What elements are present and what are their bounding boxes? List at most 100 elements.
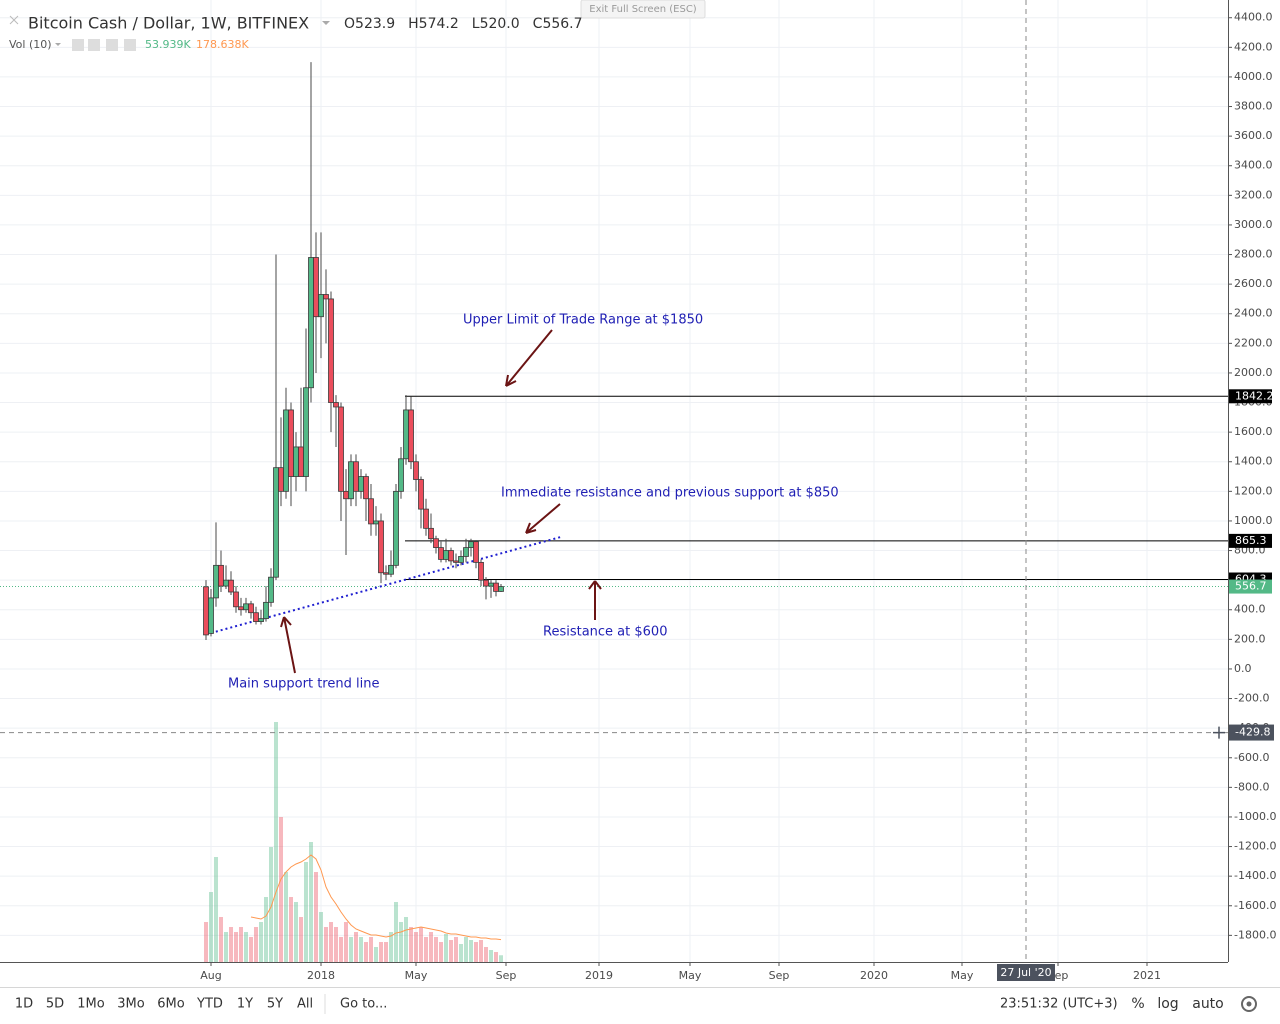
candle-body (493, 582, 499, 592)
vol-dropdown[interactable] (55, 43, 61, 46)
range-button[interactable]: All (297, 997, 313, 1012)
x-tick-label: May (951, 969, 974, 982)
clock: 23:51:32 (UTC+3) (1000, 997, 1118, 1012)
arrow (280, 616, 296, 674)
y-tick-label: 4400.0 (1234, 11, 1273, 24)
vol-button[interactable] (124, 39, 136, 51)
volume-bar (294, 902, 298, 962)
percent-button[interactable]: % (1131, 996, 1144, 1012)
title-dropdown[interactable] (322, 21, 330, 25)
volume-bar (344, 922, 348, 962)
candle-body (373, 520, 379, 525)
crosshair-x-box (997, 964, 1055, 981)
settings-gear[interactable] (1241, 996, 1257, 1012)
candle-body (488, 582, 494, 587)
candle-body (293, 446, 299, 477)
candle-body (318, 294, 324, 318)
range-button[interactable]: 3Mo (117, 997, 144, 1012)
volume-bar (284, 872, 288, 962)
volume-bar (459, 944, 463, 962)
candle-body (468, 541, 474, 548)
arrow (588, 580, 602, 620)
collapse-icon[interactable] (9, 15, 19, 25)
crosshair-x-label: 27 Jul '20 (1000, 966, 1051, 979)
volume-bar (464, 937, 468, 962)
y-tick-label: 4000.0 (1234, 70, 1273, 83)
candle-body (238, 606, 244, 611)
vol-button[interactable] (106, 39, 118, 51)
candle-body (203, 586, 209, 636)
chart-title: Bitcoin Cash / Dollar, 1W, BITFINEX (28, 14, 309, 33)
x-tick-label: 2018 (307, 969, 335, 982)
vol-button[interactable] (72, 39, 84, 51)
volume-bar (489, 950, 493, 962)
y-tick-label: -800.0 (1234, 780, 1269, 793)
y-tick-label: 3400.0 (1234, 159, 1273, 172)
vol-button[interactable] (88, 39, 100, 51)
candle-body (353, 461, 359, 492)
candle-body (458, 556, 464, 563)
y-tick-label: 200.0 (1234, 632, 1266, 645)
range-button[interactable]: 5Y (267, 997, 283, 1012)
volume-bar (494, 952, 498, 962)
exit-button[interactable] (580, 0, 706, 19)
candle-body (328, 298, 334, 403)
volume-bar (354, 932, 358, 962)
candle-body (368, 498, 374, 525)
volume-bar (229, 927, 233, 962)
candle-body (218, 564, 224, 587)
hline-label: 1842.2 (1235, 389, 1274, 402)
candle-body (358, 476, 364, 492)
arrows (280, 329, 602, 674)
candle-body (408, 409, 414, 463)
exit-button-label[interactable]: Exit Full Screen (ESC) (589, 4, 697, 15)
y-tick-label: 1200.0 (1234, 484, 1273, 497)
y-tick-label: 0.0 (1234, 662, 1252, 675)
volume-bar (339, 937, 343, 962)
volume-bar (224, 932, 228, 962)
y-tick-label: 1400.0 (1234, 455, 1273, 468)
volume-bar (234, 932, 238, 962)
range-button[interactable]: 1D (15, 997, 33, 1012)
range-button[interactable]: 5D (46, 997, 64, 1012)
candle-body (478, 561, 484, 581)
candle-body (383, 572, 389, 575)
volume-name: Vol (10) (9, 38, 52, 51)
volume-bar (469, 940, 473, 962)
candle-body (228, 579, 234, 593)
volume-bar (414, 932, 418, 962)
candle-body (498, 586, 504, 592)
range-button[interactable]: 1Y (237, 997, 253, 1012)
auto-button[interactable]: auto (1192, 996, 1224, 1012)
candle-body (258, 618, 264, 622)
range-button[interactable]: YTD (196, 997, 223, 1012)
range-button[interactable]: 6Mo (157, 997, 184, 1012)
volume-bar (349, 937, 353, 962)
settings-hub (1246, 1001, 1252, 1007)
hline-label: 865.3 (1235, 534, 1267, 547)
ohlc-key: C (533, 16, 543, 32)
candle-body (363, 476, 369, 500)
candle-body (223, 579, 229, 587)
x-tick-label: Sep (769, 969, 790, 982)
ohlc-value: 520.0 (480, 16, 520, 32)
hline-label-box (1229, 389, 1272, 404)
volume-bar (254, 927, 258, 962)
log-button[interactable]: log (1157, 996, 1178, 1012)
volume-bar (454, 937, 458, 962)
candle-body (243, 603, 249, 611)
ohlc-key: L (472, 16, 480, 32)
goto-button[interactable]: Go to... (340, 997, 387, 1012)
volume-bar (324, 927, 328, 962)
y-tick-label: -1800.0 (1234, 928, 1276, 941)
candle-body (423, 508, 429, 529)
volume-bar (499, 955, 503, 962)
range-button[interactable]: 1Mo (77, 997, 104, 1012)
volume-bar (289, 897, 293, 962)
volume-bar (409, 927, 413, 962)
settings-icon[interactable] (1241, 996, 1257, 1012)
candle-body (248, 603, 254, 614)
candle-body (298, 446, 304, 477)
